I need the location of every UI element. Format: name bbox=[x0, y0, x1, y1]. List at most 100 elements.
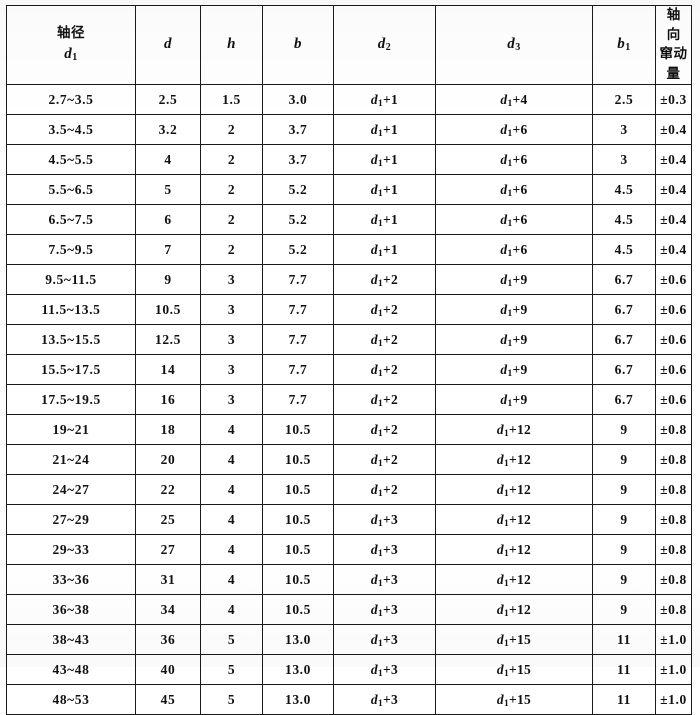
cell-b1: 6.7 bbox=[592, 264, 656, 296]
table-header: 轴径 d1 d h b d2 d3 b1 bbox=[6, 4, 692, 86]
cell-axial-float: ±1.0 bbox=[655, 624, 692, 656]
cell-b: 5.2 bbox=[262, 174, 334, 206]
cell-d: 22 bbox=[135, 474, 201, 506]
cell-shaft-diameter: 36~38 bbox=[6, 594, 136, 626]
header-row: 轴径 d1 d h b d2 d3 b1 bbox=[6, 4, 692, 86]
cell-d: 4 bbox=[135, 144, 201, 176]
cell-axial-float: ±0.8 bbox=[655, 474, 692, 506]
table-row: 19~21 18 4 10.5 d1+2 d1+12 9 ±0.8 bbox=[6, 414, 692, 446]
column-header-axial-float-line1: 轴 向 bbox=[666, 7, 687, 43]
cell-axial-float: ±0.6 bbox=[655, 384, 692, 416]
column-header-h: h bbox=[200, 4, 263, 86]
cell-d: 34 bbox=[135, 594, 201, 626]
column-header-shaft-diameter: 轴径 d1 bbox=[6, 4, 136, 86]
cell-h: 2 bbox=[200, 204, 263, 236]
table-row: 29~33 27 4 10.5 d1+3 d1+12 9 ±0.8 bbox=[6, 534, 692, 566]
cell-d3: d1+12 bbox=[435, 594, 593, 626]
cell-b1: 4.5 bbox=[592, 174, 656, 206]
cell-b1: 6.7 bbox=[592, 294, 656, 326]
cell-h: 3 bbox=[200, 384, 263, 416]
cell-d: 31 bbox=[135, 564, 201, 596]
cell-b1: 9 bbox=[592, 534, 656, 566]
cell-h: 5 bbox=[200, 624, 263, 656]
cell-b1: 11 bbox=[592, 624, 656, 656]
cell-h: 4 bbox=[200, 414, 263, 446]
cell-h: 2 bbox=[200, 144, 263, 176]
table-row: 9.5~11.5 9 3 7.7 d1+2 d1+9 6.7 ±0.6 bbox=[6, 264, 692, 296]
cell-b: 5.2 bbox=[262, 204, 334, 236]
column-header-shaft-diameter-cn: 轴径 bbox=[57, 25, 85, 42]
cell-shaft-diameter: 6.5~7.5 bbox=[6, 204, 136, 236]
cell-axial-float: ±0.8 bbox=[655, 414, 692, 446]
table-row: 38~43 36 5 13.0 d1+3 d1+15 11 ±1.0 bbox=[6, 624, 692, 656]
cell-d3: d1+9 bbox=[435, 384, 593, 416]
cell-h: 4 bbox=[200, 444, 263, 476]
cell-shaft-diameter: 7.5~9.5 bbox=[6, 234, 136, 266]
cell-d3: d1+4 bbox=[435, 84, 593, 116]
cell-b: 10.5 bbox=[262, 414, 334, 446]
cell-d2: d1+3 bbox=[333, 504, 436, 536]
table-row: 6.5~7.5 6 2 5.2 d1+1 d1+6 4.5 ±0.4 bbox=[6, 204, 692, 236]
cell-b: 13.0 bbox=[262, 654, 334, 686]
table-row: 17.5~19.5 16 3 7.7 d1+2 d1+9 6.7 ±0.6 bbox=[6, 384, 692, 416]
cell-d2: d1+2 bbox=[333, 414, 436, 446]
table-row: 24~27 22 4 10.5 d1+2 d1+12 9 ±0.8 bbox=[6, 474, 692, 506]
cell-b1: 6.7 bbox=[592, 324, 656, 356]
cell-axial-float: ±0.3 bbox=[655, 84, 692, 116]
cell-shaft-diameter: 15.5~17.5 bbox=[6, 354, 136, 386]
cell-d3: d1+12 bbox=[435, 564, 593, 596]
cell-b1: 9 bbox=[592, 444, 656, 476]
cell-b: 10.5 bbox=[262, 474, 334, 506]
cell-b1: 6.7 bbox=[592, 384, 656, 416]
cell-b1: 9 bbox=[592, 504, 656, 536]
column-header-shaft-diameter-symbol: d1 bbox=[64, 46, 78, 64]
cell-b1: 4.5 bbox=[592, 204, 656, 236]
cell-d: 3.2 bbox=[135, 114, 201, 146]
cell-d2: d1+2 bbox=[333, 264, 436, 296]
column-header-axial-float-line2: 窜动量 bbox=[659, 46, 688, 82]
table-row: 3.5~4.5 3.2 2 3.7 d1+1 d1+6 3 ±0.4 bbox=[6, 114, 692, 146]
cell-d3: d1+6 bbox=[435, 204, 593, 236]
cell-axial-float: ±0.4 bbox=[655, 174, 692, 206]
cell-b: 13.0 bbox=[262, 684, 334, 715]
table-row: 7.5~9.5 7 2 5.2 d1+1 d1+6 4.5 ±0.4 bbox=[6, 234, 692, 266]
cell-shaft-diameter: 4.5~5.5 bbox=[6, 144, 136, 176]
cell-d3: d1+12 bbox=[435, 414, 593, 446]
cell-d3: d1+15 bbox=[435, 624, 593, 656]
cell-b: 10.5 bbox=[262, 504, 334, 536]
cell-d: 7 bbox=[135, 234, 201, 266]
cell-h: 4 bbox=[200, 534, 263, 566]
cell-b: 10.5 bbox=[262, 564, 334, 596]
table-row: 15.5~17.5 14 3 7.7 d1+2 d1+9 6.7 ±0.6 bbox=[6, 354, 692, 386]
cell-d: 20 bbox=[135, 444, 201, 476]
cell-b1: 11 bbox=[592, 654, 656, 686]
column-header-b: b bbox=[262, 4, 334, 86]
cell-shaft-diameter: 29~33 bbox=[6, 534, 136, 566]
cell-d: 10.5 bbox=[135, 294, 201, 326]
cell-b1: 9 bbox=[592, 414, 656, 446]
cell-axial-float: ±0.4 bbox=[655, 114, 692, 146]
cell-axial-float: ±0.8 bbox=[655, 564, 692, 596]
cell-shaft-diameter: 5.5~6.5 bbox=[6, 174, 136, 206]
cell-h: 5 bbox=[200, 684, 263, 715]
cell-d: 27 bbox=[135, 534, 201, 566]
cell-d: 12.5 bbox=[135, 324, 201, 356]
cell-b: 7.7 bbox=[262, 264, 334, 296]
cell-axial-float: ±0.6 bbox=[655, 294, 692, 326]
cell-shaft-diameter: 19~21 bbox=[6, 414, 136, 446]
cell-h: 2 bbox=[200, 114, 263, 146]
cell-shaft-diameter: 27~29 bbox=[6, 504, 136, 536]
cell-d3: d1+9 bbox=[435, 324, 593, 356]
cell-d3: d1+12 bbox=[435, 504, 593, 536]
cell-d3: d1+6 bbox=[435, 114, 593, 146]
cell-shaft-diameter: 17.5~19.5 bbox=[6, 384, 136, 416]
cell-h: 4 bbox=[200, 594, 263, 626]
cell-d3: d1+15 bbox=[435, 684, 593, 715]
cell-axial-float: ±0.8 bbox=[655, 444, 692, 476]
cell-h: 3 bbox=[200, 354, 263, 386]
cell-b1: 3 bbox=[592, 144, 656, 176]
table-row: 48~53 45 5 13.0 d1+3 d1+15 11 ±1.0 bbox=[6, 684, 692, 715]
cell-h: 3 bbox=[200, 294, 263, 326]
table-row: 43~48 40 5 13.0 d1+3 d1+15 11 ±1.0 bbox=[6, 654, 692, 686]
cell-shaft-diameter: 38~43 bbox=[6, 624, 136, 656]
